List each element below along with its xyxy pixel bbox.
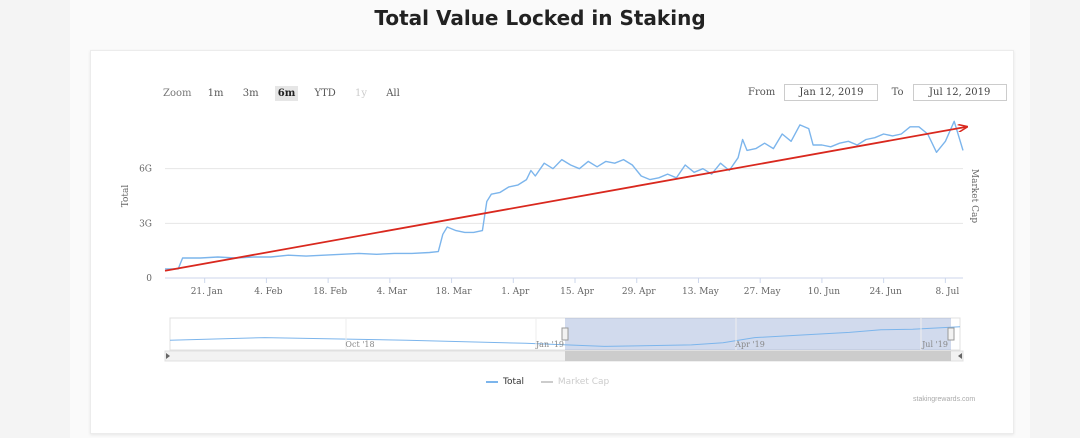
x-tick-label: 18. Feb bbox=[313, 287, 347, 297]
x-tick-label: 10. Jun bbox=[808, 287, 841, 297]
x-tick-label: 15. Apr bbox=[560, 287, 594, 297]
x-tick-label: 18. Mar bbox=[436, 287, 473, 297]
scroll-right-arrow-icon bbox=[958, 353, 962, 359]
legend-label-market-cap: Market Cap bbox=[557, 377, 610, 387]
zoom-3m-button[interactable]: 3m bbox=[242, 88, 259, 99]
legend-swatch-market-cap bbox=[540, 380, 553, 383]
x-tick-label: 1. Apr bbox=[501, 287, 530, 297]
y-tick-label: 0 bbox=[146, 274, 152, 284]
trend-arrow bbox=[164, 127, 967, 272]
zoom-6m-button[interactable]: 6m bbox=[274, 86, 299, 101]
to-label: To bbox=[891, 87, 904, 98]
navigator-label: Jan '19 bbox=[535, 340, 564, 349]
navigator-scrollbar-track bbox=[164, 350, 964, 362]
legend-item-market-cap[interactable]: Market Cap bbox=[540, 377, 610, 387]
zoom-all-button[interactable]: All bbox=[386, 88, 400, 99]
x-tick-label: 21. Jan bbox=[191, 287, 223, 297]
navigator-series-line bbox=[169, 326, 961, 347]
x-tick-label: 27. May bbox=[744, 287, 782, 297]
zoom-1m-button[interactable]: 1m bbox=[207, 88, 224, 99]
zoom-ytd-button[interactable]: YTD bbox=[314, 88, 336, 99]
scroll-left-arrow-icon bbox=[166, 353, 170, 359]
to-date-input[interactable]: Jul 12, 2019 bbox=[912, 84, 1007, 101]
y-tick-label: 3G bbox=[139, 219, 152, 229]
navigator-label: Apr '19 bbox=[734, 340, 765, 349]
legend-label-total: Total bbox=[503, 377, 525, 387]
legend-swatch-total bbox=[486, 380, 498, 383]
navigator-handle-right bbox=[947, 327, 955, 341]
series-line-total bbox=[165, 120, 964, 270]
navigator-scrollbar-thumb bbox=[565, 351, 951, 361]
x-tick-label: 4. Mar bbox=[377, 287, 408, 297]
x-tick-label: 13. May bbox=[682, 287, 720, 297]
navigator-selection bbox=[565, 318, 951, 350]
zoom-bar: Zoom 1m 3m 6m YTD 1y All bbox=[163, 86, 413, 101]
navigator-handle-left bbox=[561, 327, 569, 341]
date-range-selector: From Jan 12, 2019 To Jul 12, 2019 bbox=[748, 84, 1017, 101]
page-title: Total Value Locked in Staking bbox=[374, 6, 706, 30]
x-tick-label: 8. Jul bbox=[935, 287, 959, 297]
legend-item-total[interactable]: Total bbox=[486, 377, 524, 387]
navigator-label: Oct '18 bbox=[345, 340, 374, 349]
y-axis-title-left: Total bbox=[121, 185, 131, 208]
from-label: From bbox=[748, 87, 776, 98]
chart-credits[interactable]: stakingrewards.com bbox=[913, 396, 976, 403]
chart-card bbox=[90, 50, 1014, 434]
zoom-label: Zoom bbox=[163, 88, 192, 99]
chart-legend: Total Market Cap bbox=[486, 377, 623, 387]
x-tick-label: 29. Apr bbox=[622, 287, 656, 297]
x-tick-label: 24. Jun bbox=[869, 287, 902, 297]
x-tick-label: 4. Feb bbox=[254, 287, 283, 297]
y-tick-label: 6G bbox=[139, 165, 152, 175]
navigator-label: Jul '19 bbox=[921, 340, 948, 349]
zoom-1y-button[interactable]: 1y bbox=[354, 88, 367, 99]
y-axis-title-right: Market Cap bbox=[969, 169, 979, 223]
from-date-input[interactable]: Jan 12, 2019 bbox=[784, 84, 879, 101]
